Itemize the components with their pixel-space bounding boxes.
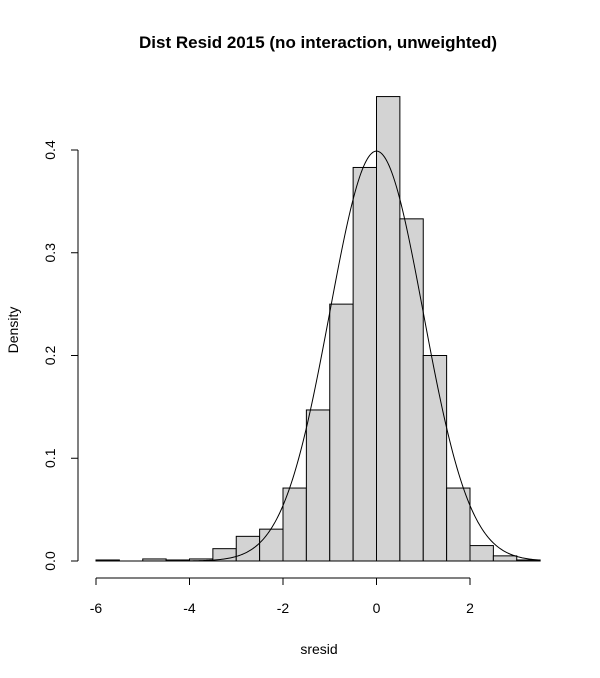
histogram-bar [446, 487, 471, 562]
x-axis-label: sresid [300, 641, 337, 657]
histogram-bar [235, 535, 261, 562]
y-axis-label: Density [5, 307, 21, 354]
histogram-bar [259, 528, 284, 562]
x-tick-label: -2 [277, 600, 290, 616]
histogram-bar [422, 355, 448, 562]
histogram-bar [305, 409, 331, 562]
x-axis: -6 -4 -2 0 2 [90, 577, 474, 616]
histogram-bar [329, 303, 354, 562]
y-tick-label: 0.1 [42, 448, 58, 468]
x-tick-label: 2 [466, 600, 474, 616]
y-tick-label: 0.4 [42, 140, 58, 160]
y-tick-label: 0.3 [42, 243, 58, 263]
histogram-bar [399, 218, 424, 562]
histogram-bars [95, 96, 541, 562]
normal-density-curve [96, 150, 541, 562]
y-tick-label: 0.2 [42, 346, 58, 366]
histogram-bar [376, 96, 401, 562]
x-tick-label: -6 [90, 600, 103, 616]
chart-title: Dist Resid 2015 (no interaction, unweigh… [139, 33, 497, 52]
histogram-bar [469, 545, 494, 562]
x-tick-label: 0 [373, 600, 381, 616]
histogram-bar [492, 555, 518, 562]
histogram-bar [516, 559, 541, 562]
x-tick-label: -4 [183, 600, 196, 616]
histogram-bar [352, 166, 377, 562]
histogram-bar [282, 487, 307, 562]
y-axis: 0.0 0.1 0.2 0.3 0.4 [42, 140, 79, 571]
y-tick-label: 0.0 [42, 551, 58, 571]
